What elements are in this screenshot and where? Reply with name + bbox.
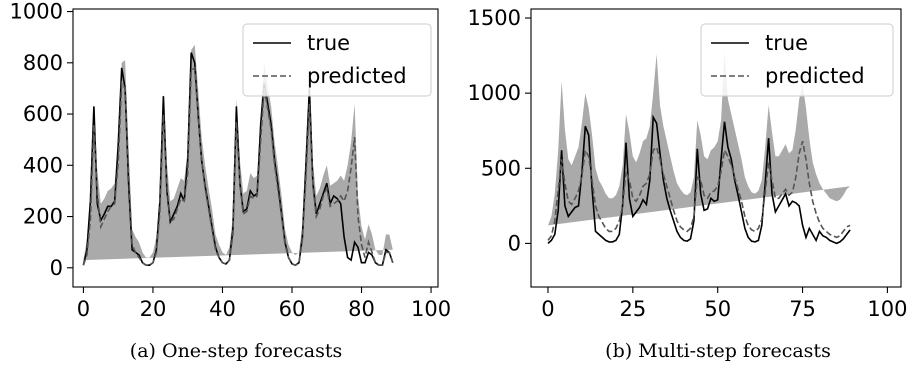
- x-tick-label: 0: [541, 297, 554, 321]
- x-tick-label: 80: [348, 297, 375, 321]
- x-tick-label: 100: [411, 297, 451, 321]
- series-line-true: [547, 114, 851, 245]
- x-tick-label: 0: [77, 297, 90, 321]
- plot-frame: [72, 8, 439, 288]
- caption-multi-step: (b) Multi-step forecasts: [605, 340, 831, 362]
- legend-label-true: true: [765, 31, 808, 55]
- y-tick-label: 0: [508, 231, 521, 255]
- series-line-layer: [547, 114, 851, 245]
- x-tick-label: 75: [789, 297, 816, 321]
- caption-one-step: (a) One-step forecasts: [130, 340, 342, 362]
- y-tick-label: 800: [23, 51, 63, 75]
- y-tick-label: 200: [23, 205, 63, 229]
- y-tick-label: 1000: [10, 0, 63, 24]
- legend-label-predicted: predicted: [307, 64, 407, 88]
- y-tick-label: 0: [50, 256, 63, 280]
- legend: true predicted: [700, 23, 894, 97]
- y-tick-label: 600: [23, 102, 63, 126]
- legend: true predicted: [242, 23, 432, 97]
- series-line-predicted: [547, 140, 851, 241]
- plot-frame: [530, 8, 902, 288]
- legend-box: [242, 23, 432, 97]
- x-tick-label: 40: [209, 297, 236, 321]
- x-tick-label: 20: [140, 297, 167, 321]
- x-tick-label: 100: [867, 297, 907, 321]
- x-tick-label: 60: [279, 297, 306, 321]
- y-tick-label: 400: [23, 153, 63, 177]
- series-line-predicted: [82, 66, 394, 267]
- legend-box: [700, 23, 894, 97]
- series-line-layer: [82, 52, 394, 267]
- legend-label-true: true: [307, 31, 350, 55]
- y-tick-label: 500: [481, 156, 521, 180]
- y-tick-label: 1500: [468, 6, 521, 30]
- legend-label-predicted: predicted: [765, 64, 865, 88]
- x-tick-label: 25: [619, 297, 646, 321]
- y-tick-label: 1000: [468, 81, 521, 105]
- x-tick-label: 50: [704, 297, 731, 321]
